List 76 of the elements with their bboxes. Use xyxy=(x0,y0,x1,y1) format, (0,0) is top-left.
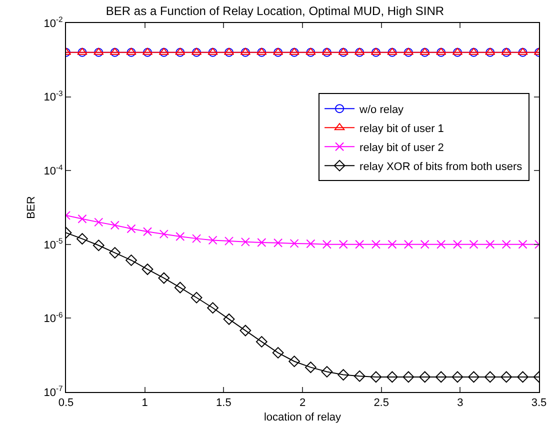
point xyxy=(92,240,104,252)
x-tick-label: 1 xyxy=(142,397,148,410)
point xyxy=(94,218,104,227)
point xyxy=(469,240,478,249)
point xyxy=(402,371,414,383)
y-tick-label: 10$^{-5}$ xyxy=(44,236,63,252)
point xyxy=(321,366,333,378)
point xyxy=(517,371,528,383)
point xyxy=(158,272,170,284)
point xyxy=(305,362,316,374)
point xyxy=(176,232,185,241)
point xyxy=(388,240,397,249)
point xyxy=(518,240,528,249)
point xyxy=(419,371,431,383)
x-tick-label: 0.5 xyxy=(58,397,74,410)
point xyxy=(240,237,250,246)
point xyxy=(274,238,283,248)
point xyxy=(78,214,87,224)
point xyxy=(109,247,121,258)
point xyxy=(306,239,316,248)
x-tick-label: 2 xyxy=(299,397,306,410)
y-axis-title: BER xyxy=(25,196,38,219)
point xyxy=(110,220,120,230)
point xyxy=(452,371,464,383)
y-tick-label: 10$^{-4}$ xyxy=(44,162,64,178)
point xyxy=(192,234,202,244)
x-tick-label: 3 xyxy=(457,397,464,410)
y-tick-label: 10$^{-2}$ xyxy=(44,15,63,30)
point xyxy=(240,324,252,336)
legend-label: relay bit of user 2 xyxy=(360,142,444,154)
point xyxy=(338,240,348,249)
point xyxy=(126,254,137,266)
legend-label: w/o relay xyxy=(358,104,404,116)
point xyxy=(486,240,495,249)
chart-title: BER as a Function of Relay Location, Optimal MUD, High SINR xyxy=(106,4,444,18)
point xyxy=(500,371,512,383)
point xyxy=(126,224,136,234)
point xyxy=(386,371,398,383)
y-tick-label: 10$^{-3}$ xyxy=(44,89,63,104)
point xyxy=(142,264,154,275)
point xyxy=(484,371,496,383)
point xyxy=(420,240,430,249)
point xyxy=(502,240,511,249)
point xyxy=(208,236,218,245)
point xyxy=(143,227,152,236)
point xyxy=(257,238,266,248)
point xyxy=(452,240,462,249)
point xyxy=(256,336,268,348)
point xyxy=(468,371,480,383)
x-tick-label: 2.5 xyxy=(374,397,389,410)
point xyxy=(436,240,446,249)
x-axis-title: location of relay xyxy=(264,411,342,424)
point xyxy=(224,236,234,246)
x-tick-label: 1.5 xyxy=(216,397,232,410)
point xyxy=(370,371,382,383)
point xyxy=(371,240,380,249)
legend-label: relay XOR of bits from both users xyxy=(360,160,523,173)
x-tick-label: 3.5 xyxy=(531,397,547,410)
y-tick-label: 10$^{-6}$ xyxy=(44,310,63,326)
point xyxy=(223,313,235,325)
point xyxy=(338,369,350,380)
point xyxy=(290,238,299,248)
point xyxy=(435,371,447,383)
point xyxy=(355,240,364,249)
point xyxy=(76,233,88,245)
y-tick-label: 10$^{-7}$ xyxy=(44,384,63,399)
point xyxy=(354,370,366,382)
point xyxy=(174,282,186,294)
point xyxy=(207,302,218,314)
point xyxy=(190,292,202,304)
point xyxy=(288,356,300,368)
point xyxy=(272,347,284,358)
point xyxy=(322,240,332,249)
point xyxy=(404,240,413,249)
point xyxy=(159,230,168,239)
legend-label: relay bit of user 1 xyxy=(360,122,444,135)
